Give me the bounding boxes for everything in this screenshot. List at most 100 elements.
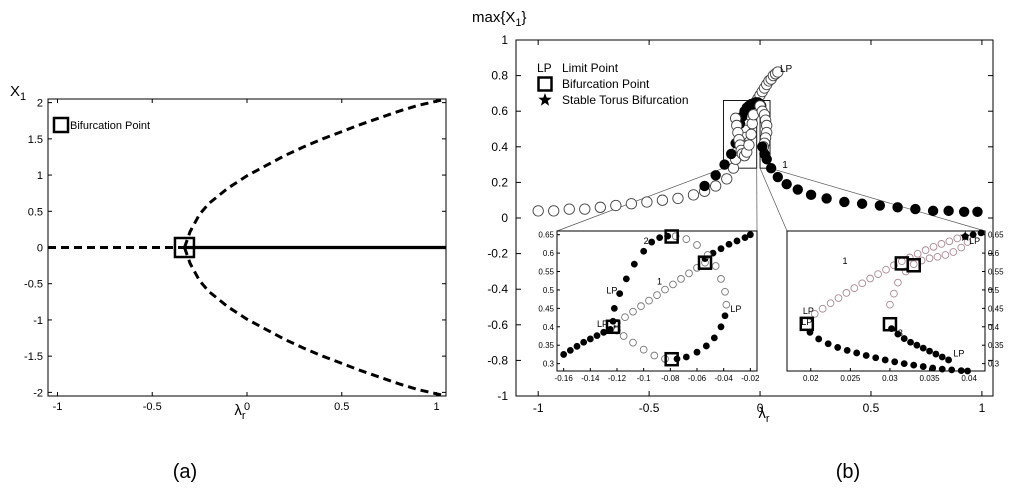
inset-data-point	[711, 262, 720, 270]
y-tick-label-a: 0.5	[28, 206, 43, 218]
inset-left-chart: -0.16 -0.14 -0.12 -0.1 -0.08 -0.06 -0.04 -0.02 0…	[538, 229, 760, 383]
inset-annotation-label: 2	[644, 236, 649, 246]
inset-data-point	[969, 231, 977, 239]
x-tick-label-b: -1	[533, 401, 544, 415]
inset-data-point	[925, 254, 934, 263]
inset-data-point	[945, 356, 952, 364]
inset-data-point	[593, 332, 601, 340]
inset-data-point	[890, 289, 898, 298]
inset-data-point	[897, 257, 906, 266]
inset-bifurcation-marker	[664, 351, 679, 367]
inset-data-point	[717, 245, 725, 253]
data-point-b	[792, 184, 803, 195]
inset-annotation-label: LP	[597, 319, 608, 329]
y-tick-label-b: 0.2	[491, 175, 508, 189]
data-point-b	[805, 189, 817, 201]
inset-x-tick-label: -0.04	[715, 374, 734, 383]
inset-data-point	[913, 341, 921, 349]
inset-annotation-label: LP	[803, 306, 814, 316]
data-point-b	[772, 171, 783, 183]
inset-x-tick-label: -0.06	[688, 374, 707, 383]
data-point-b	[625, 198, 638, 210]
inset-data-point	[650, 351, 659, 360]
series-line-a	[183, 247, 447, 398]
inset-bifurcation-marker	[906, 258, 921, 273]
inset-data-point	[964, 367, 971, 375]
inset-bifurcation-marker	[664, 229, 679, 244]
inset-data-point	[600, 328, 608, 336]
inset-data-point	[977, 229, 985, 237]
x-tick-label-a: 0.5	[334, 401, 349, 413]
inset-data-point	[682, 235, 691, 243]
inset-frame	[556, 230, 758, 372]
inset-x-tick-label: 0.035	[920, 374, 941, 383]
inset-data-point	[886, 300, 894, 309]
inset-data-point	[866, 274, 875, 283]
data-point-b	[761, 154, 772, 165]
y-tick-label-a: -1.5	[24, 351, 43, 363]
inset-data-point	[938, 353, 946, 361]
inset-y-tick-label: 0.3	[988, 360, 1000, 369]
data-point-b	[699, 180, 710, 192]
inset-data-point	[815, 335, 823, 343]
inset-data-point	[648, 238, 656, 246]
inset-data-point	[640, 247, 648, 255]
inset-data-point	[661, 285, 669, 294]
data-point-b	[563, 203, 575, 215]
x-tick-label-b: -0.5	[639, 401, 660, 415]
y-tick-label-a: -0.5	[24, 279, 43, 291]
data-point-b	[943, 205, 954, 217]
y-tick-label-b: 1	[501, 33, 508, 47]
inset-data-point	[919, 344, 927, 352]
data-point-b	[743, 139, 755, 151]
inset-data-point	[677, 275, 685, 283]
annotation-label-b: LP	[780, 64, 793, 75]
inset-y-tick-label: 0.55	[538, 268, 554, 277]
inset-x-tick-label: -0.1	[637, 374, 651, 383]
inset-x-tick-label: 0.03	[882, 374, 898, 383]
data-point-b	[745, 128, 757, 140]
inset-x-tick-label: 0.025	[840, 374, 861, 383]
inset-data-point	[894, 330, 902, 338]
legend-lp-marker: LP	[537, 61, 552, 75]
inset-data-point	[639, 345, 648, 354]
y-tick-label-b: -0.6	[487, 318, 508, 332]
inset-data-point	[725, 240, 733, 248]
y-tick-label-b: -1	[497, 389, 508, 403]
inset-data-point	[919, 363, 927, 370]
data-point-b	[594, 201, 606, 213]
data-point-b	[856, 198, 868, 209]
inset-data-point	[682, 353, 690, 361]
inset-data-point	[606, 325, 614, 333]
zoom-line	[769, 167, 986, 232]
data-point-b	[532, 205, 544, 217]
y-tick-label-b: -0.4	[487, 282, 508, 296]
inset-data-point	[630, 260, 638, 268]
y-tick-label-a: -1	[33, 315, 43, 327]
data-point-b	[972, 206, 983, 217]
inset-data-point	[669, 280, 677, 289]
inset-data-point	[834, 294, 843, 302]
inset-y-tick-label: 0.3	[543, 360, 555, 369]
inset-y-tick-label: 0.65	[538, 231, 554, 240]
inset-data-point	[932, 350, 940, 358]
y-tick-label-b: 0.4	[491, 140, 508, 154]
data-point-b	[765, 162, 777, 174]
inset-data-point	[645, 296, 653, 305]
data-point-b	[719, 159, 730, 170]
inset-x-tick-label: 0.02	[803, 374, 819, 383]
legend-label-a: Bifurcation Point	[70, 120, 150, 132]
inset-y-tick-label: 0.45	[538, 304, 554, 313]
inset-annotation-label: LP	[969, 236, 980, 246]
inset-data-point	[900, 335, 908, 342]
inset-y-tick-label: 0.35	[538, 341, 554, 350]
inset-data-point	[891, 358, 899, 366]
data-point-b	[641, 196, 653, 208]
inset-x-tick-label: -0.16	[555, 374, 574, 383]
x-tick-label-b: 0	[757, 401, 764, 415]
bifurcation-point-marker-a	[173, 236, 196, 259]
inset-data-point	[566, 346, 574, 354]
inset-data-point	[907, 338, 914, 346]
inset-data-point	[616, 290, 624, 298]
inset-bifurcation-marker	[882, 316, 898, 332]
